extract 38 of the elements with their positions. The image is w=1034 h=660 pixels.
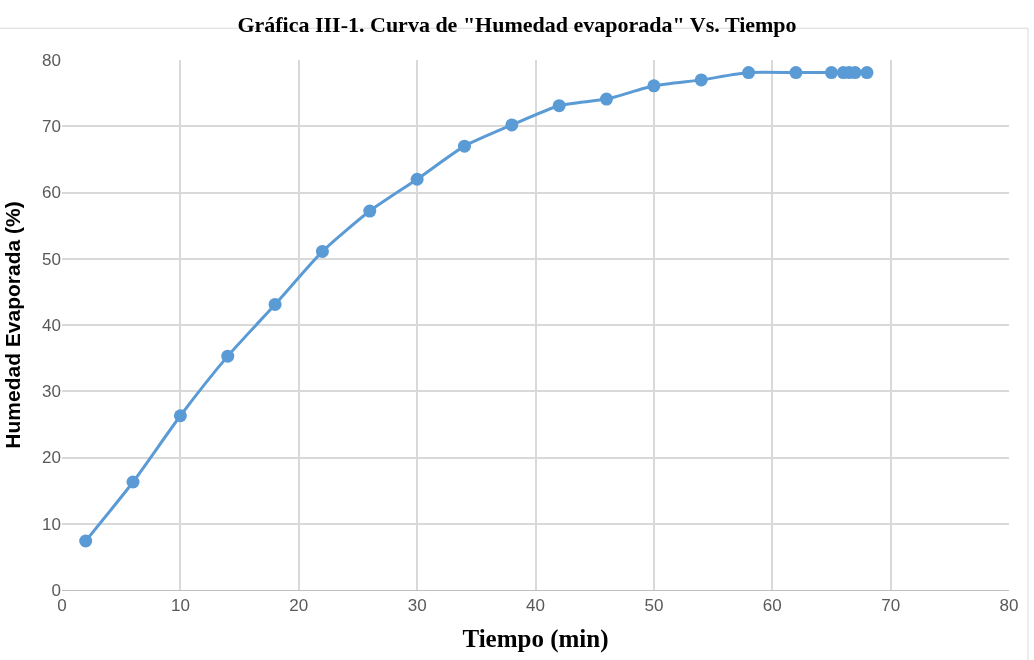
point [789, 66, 803, 80]
point [363, 204, 377, 218]
y-axis-title: Humedad Evaporada (%) [1, 201, 25, 449]
point [742, 66, 756, 80]
point [221, 349, 235, 363]
chart-title: Gráfica III-1. Curva de "Humedad evaporada" Vs. Tiempo [237, 11, 797, 37]
y-tick-label: 40 [42, 315, 61, 335]
point [268, 297, 282, 311]
point [79, 534, 93, 548]
point [600, 92, 614, 106]
point [173, 409, 187, 423]
x-axis-title: Tiempo (min) [462, 625, 609, 654]
x-tick-label: 50 [644, 596, 664, 616]
point [315, 244, 329, 258]
y-tick-label: 80 [42, 50, 61, 70]
x-tick-label: 10 [170, 596, 190, 616]
y-tick-label: 0 [51, 580, 61, 600]
point [457, 139, 471, 153]
point [647, 79, 661, 93]
y-tick-label: 10 [42, 514, 61, 534]
x-tick-label: 80 [999, 596, 1019, 616]
point [126, 475, 140, 489]
y-tick-label: 50 [42, 249, 61, 269]
x-tick-label: 40 [526, 596, 545, 616]
point [410, 172, 424, 186]
point [824, 66, 838, 80]
y-tick-label: 20 [42, 448, 61, 468]
point [694, 73, 708, 87]
x-tick-label: 20 [289, 596, 309, 616]
y-tick-label: 60 [42, 183, 61, 203]
point [505, 118, 519, 132]
x-tick-label: 30 [407, 596, 427, 616]
point [552, 99, 566, 113]
x-tick-label: 60 [762, 596, 782, 616]
y-tick-label: 70 [42, 117, 61, 137]
point [860, 66, 874, 80]
x-tick-label: 70 [881, 596, 901, 616]
y-tick-label: 30 [42, 382, 61, 402]
